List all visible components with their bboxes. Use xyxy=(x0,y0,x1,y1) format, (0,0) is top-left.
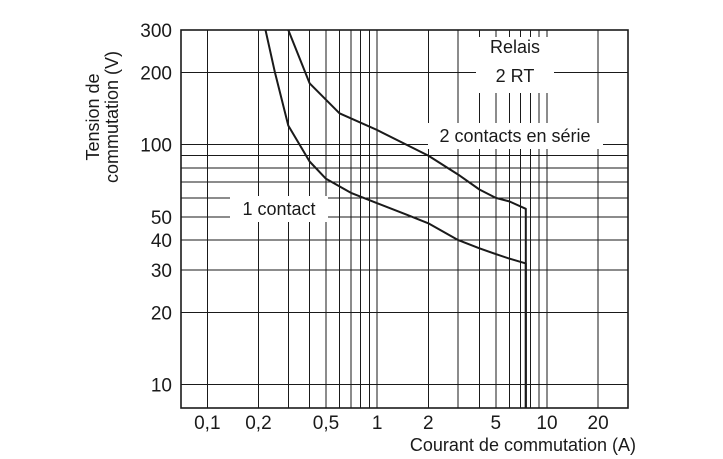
y-tick-label: 100 xyxy=(140,136,172,157)
series-line-1 xyxy=(264,29,527,408)
series-1-label: 1 contact xyxy=(242,199,315,219)
y-tick-label: 50 xyxy=(151,208,172,229)
series-2-label-mask xyxy=(428,123,603,149)
y-tick-label: 20 xyxy=(151,303,172,324)
x-tick-labels: 0,1 0,2 0,5 1 2 5 10 20 xyxy=(194,413,609,434)
x-tick-label: 0,5 xyxy=(313,413,339,434)
y-tick-label: 200 xyxy=(140,63,172,84)
grid-layer xyxy=(181,29,629,408)
y-tick-label: 40 xyxy=(151,231,172,252)
series-1-label-mask xyxy=(230,196,328,222)
x-tick-label: 1 xyxy=(372,413,383,434)
y-tick-label: 10 xyxy=(151,376,172,397)
x-axis-title: Courant de commutation (A) xyxy=(410,435,636,455)
series-line-2 xyxy=(287,29,527,408)
x-tick-label: 0,1 xyxy=(194,413,220,434)
plot-frame xyxy=(180,29,629,409)
series-2-label: 2 contacts en série xyxy=(439,126,590,146)
x-tick-label: 0,2 xyxy=(245,413,271,434)
x-tick-label: 10 xyxy=(536,413,557,434)
y-tick-label: 30 xyxy=(151,261,172,282)
x-tick-label: 2 xyxy=(423,413,434,434)
x-tick-label: 5 xyxy=(491,413,502,434)
y-axis-title-line1: Tension de xyxy=(83,73,103,160)
y-tick-label: 300 xyxy=(140,21,172,42)
annotation-layer: Relais 2 RT 2 contacts en série 1 contac… xyxy=(230,37,603,222)
y-axis-title-line2: commutation (V) xyxy=(102,51,122,183)
relay-label-mask xyxy=(476,37,554,93)
relay-label-line1: Relais xyxy=(490,37,540,57)
relay-label-line2: 2 RT xyxy=(496,66,535,86)
curve-layer xyxy=(264,29,527,408)
x-tick-label: 20 xyxy=(588,413,609,434)
